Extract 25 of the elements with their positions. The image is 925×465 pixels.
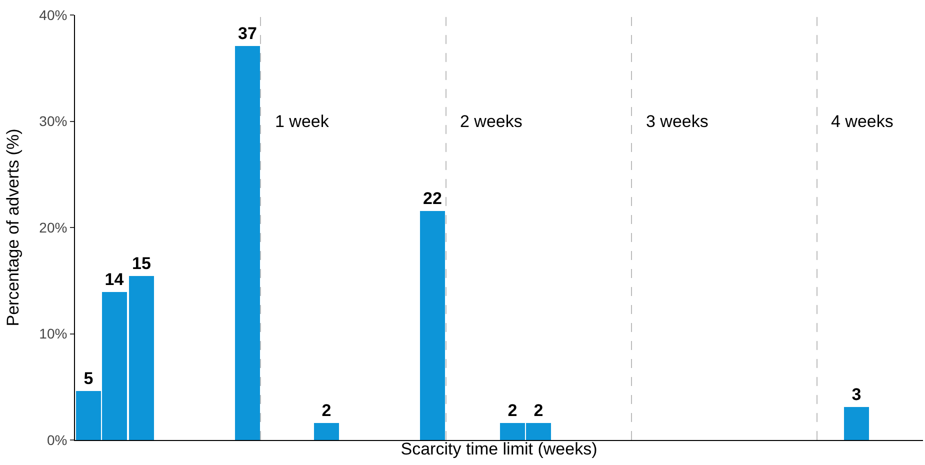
bar xyxy=(314,423,339,440)
data-label: 3 xyxy=(852,385,862,404)
data-label: 14 xyxy=(104,270,124,289)
y-tick-label: 40% xyxy=(39,6,68,23)
data-label: 2 xyxy=(508,401,518,420)
data-label: 5 xyxy=(84,369,94,388)
bar xyxy=(844,407,869,440)
data-label: 2 xyxy=(322,401,332,420)
bar xyxy=(235,46,260,440)
data-label: 22 xyxy=(423,189,442,208)
y-tick-label: 30% xyxy=(39,113,68,130)
bar xyxy=(420,211,445,440)
y-tick-label: 20% xyxy=(39,219,68,236)
annotation: 2 weeks xyxy=(460,112,522,131)
annotation: 1 week xyxy=(275,112,330,131)
y-tick-label: 10% xyxy=(39,326,68,342)
data-label: 15 xyxy=(132,254,151,273)
y-tick-label: 0% xyxy=(46,432,68,448)
annotation: 4 weeks xyxy=(831,112,894,131)
data-label: 2 xyxy=(534,401,544,420)
annotation: 3 weeks xyxy=(646,112,708,131)
x-axis-title: Scarcity time limit (weeks) xyxy=(400,439,598,458)
bar xyxy=(129,276,154,440)
data-label: 37 xyxy=(238,24,257,43)
y-axis-title: Percentage of adverts (%) xyxy=(4,128,23,326)
